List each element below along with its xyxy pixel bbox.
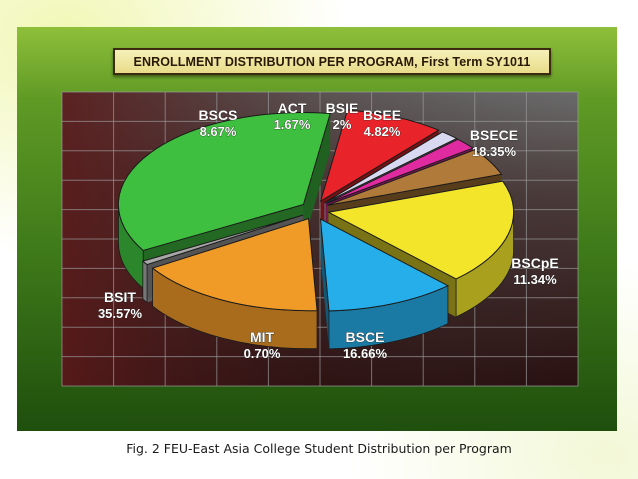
pie-slice-bscpe-wall-end: [320, 219, 329, 349]
slice-label-bsce-value: 16.66%: [343, 346, 388, 361]
pie-slice-bsit-top: [117, 112, 331, 252]
slice-label-bsece-value: 18.35%: [472, 144, 517, 159]
slice-label-mit-value: 0.70%: [244, 346, 281, 361]
pie-slice-bsie-top: [325, 138, 475, 205]
pie-slice-bscpe: [319, 218, 450, 350]
slice-label-bsece-name: BSECE: [470, 127, 518, 143]
chart-title: ENROLLMENT DISTRIBUTION PER PROGRAM, Fir…: [113, 48, 551, 75]
slice-label-bscs-name: BSCS: [199, 107, 238, 123]
pie-slice-bscpe-top: [319, 218, 450, 312]
slice-label-bscpe-value: 11.34%: [513, 272, 557, 287]
pie-slice-bsce: [151, 218, 318, 350]
figure-caption: Fig. 2 FEU-East Asia College Student Dis…: [126, 441, 512, 456]
slice-label-act-name: ACT: [278, 100, 307, 116]
pie-slice-bsit-wall-end: [303, 113, 331, 243]
pie-slice-mit-side: [142, 260, 148, 304]
slice-label-mit-name: MIT: [250, 329, 275, 345]
slice-label-bscpe-name: BSCpE: [511, 255, 558, 271]
slice-label-act-value: 1.67%: [274, 117, 311, 132]
slice-label-bsce-name: BSCE: [346, 329, 385, 345]
pie-slice-bscs-top: [319, 109, 440, 203]
pie-slice-bsce-top: [151, 218, 318, 312]
slice-label-bsit-name: BSIT: [104, 289, 136, 305]
pie-slice-mit-top: [141, 214, 304, 266]
pie-slice-act-top: [324, 131, 458, 204]
slice-label-bsit-value: 35.57%: [98, 306, 143, 321]
pie-slice-bsee-top: [327, 149, 503, 206]
slice-label-bsee-value: 4.82%: [364, 124, 401, 139]
slice-label-bscs-value: 8.67%: [200, 124, 237, 139]
slice-label-bsie-value: 2%: [333, 117, 352, 132]
slice-label-bsee-name: BSEE: [363, 107, 401, 123]
slice-label-bsie-name: BSIE: [326, 100, 359, 116]
pie-slices: [117, 109, 515, 350]
pie-slice-bsece-top: [327, 180, 515, 280]
